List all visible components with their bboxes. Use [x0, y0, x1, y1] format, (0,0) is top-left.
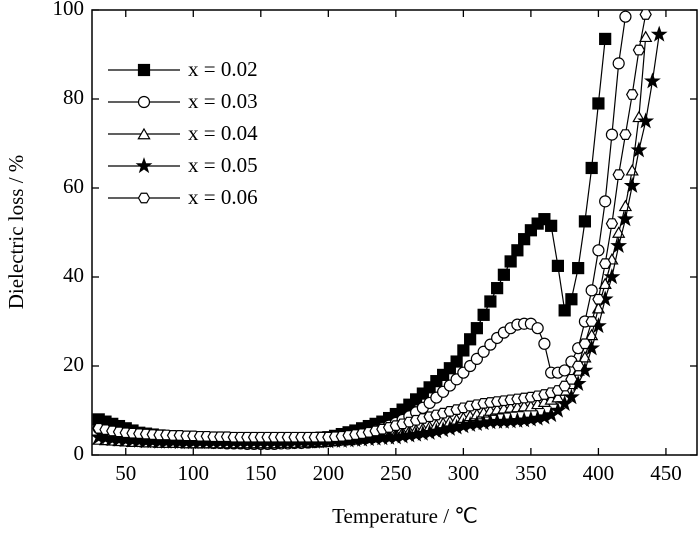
marker [558, 304, 571, 317]
x-tick-label: 250 [380, 461, 412, 485]
marker [578, 215, 592, 228]
x-tick-label: 200 [313, 461, 345, 485]
marker [416, 387, 429, 400]
marker [518, 233, 531, 246]
marker [538, 337, 551, 350]
x-tick-label: 50 [115, 461, 136, 485]
x-tick-label: 300 [448, 461, 480, 485]
marker [531, 322, 544, 335]
legend-marker [137, 63, 151, 77]
marker [605, 128, 619, 141]
legend-marker [137, 127, 151, 140]
marker [632, 44, 646, 56]
x-tick-label: 400 [583, 461, 615, 485]
marker [437, 368, 450, 381]
marker [585, 316, 598, 327]
marker [565, 293, 578, 306]
y-tick-label: 40 [63, 263, 84, 287]
marker [450, 355, 463, 368]
marker [610, 237, 628, 253]
marker [504, 255, 517, 268]
x-tick-label: 450 [650, 461, 682, 485]
marker [592, 244, 605, 257]
marker [571, 360, 585, 372]
marker [599, 32, 612, 46]
y-tick-label: 20 [63, 352, 84, 376]
marker [644, 72, 661, 89]
marker [423, 381, 436, 394]
marker [603, 268, 621, 285]
marker [477, 308, 490, 321]
marker [592, 97, 605, 110]
marker [619, 129, 632, 140]
series-markers [92, 32, 612, 447]
y-tick-label: 80 [63, 85, 84, 109]
marker [443, 362, 456, 375]
x-axis-label: Temperature / ℃ [332, 504, 478, 528]
marker [572, 262, 585, 275]
series-markers [92, 25, 668, 450]
marker [524, 224, 537, 237]
marker [612, 57, 625, 70]
y-axis-label: Dielectric loss / % [4, 155, 28, 310]
marker [592, 293, 605, 305]
marker [538, 213, 551, 226]
marker [637, 112, 655, 129]
legend-label: x = 0.02 [188, 57, 258, 81]
y-tick-label: 60 [63, 174, 84, 198]
marker [605, 218, 619, 229]
legend-marker [135, 157, 153, 174]
marker [639, 30, 653, 43]
y-tick-label: 100 [53, 0, 85, 20]
x-tick-label: 150 [245, 461, 277, 485]
marker [430, 375, 443, 388]
legend-label: x = 0.03 [188, 89, 258, 113]
series-markers [92, 10, 652, 443]
marker [484, 295, 497, 308]
x-tick-label: 350 [515, 461, 547, 485]
marker [585, 161, 598, 175]
marker [585, 284, 598, 297]
legend-marker [137, 95, 151, 109]
marker [639, 10, 652, 20]
legend-label: x = 0.05 [188, 153, 258, 177]
marker [598, 258, 612, 270]
marker [457, 344, 470, 357]
marker [650, 25, 668, 42]
x-tick-label: 100 [178, 461, 210, 485]
marker [464, 333, 477, 346]
marker [598, 277, 612, 290]
plot-area [92, 10, 668, 450]
marker [623, 176, 641, 193]
marker [599, 195, 612, 208]
marker [511, 244, 524, 257]
marker [558, 364, 571, 377]
marker [565, 373, 578, 385]
legend-label: x = 0.04 [188, 121, 258, 145]
marker [470, 322, 483, 335]
legend-label: x = 0.06 [188, 185, 258, 209]
marker [551, 259, 565, 272]
y-tick-label: 0 [74, 441, 85, 465]
marker [563, 388, 580, 405]
marker [545, 219, 558, 232]
marker [619, 10, 632, 23]
marker [630, 141, 648, 158]
marker [612, 169, 625, 181]
plot-frame [91, 9, 698, 456]
marker [491, 282, 504, 295]
marker [617, 210, 634, 227]
marker [625, 89, 639, 100]
marker [578, 338, 592, 350]
legend-marker [137, 192, 151, 204]
marker [497, 268, 510, 281]
